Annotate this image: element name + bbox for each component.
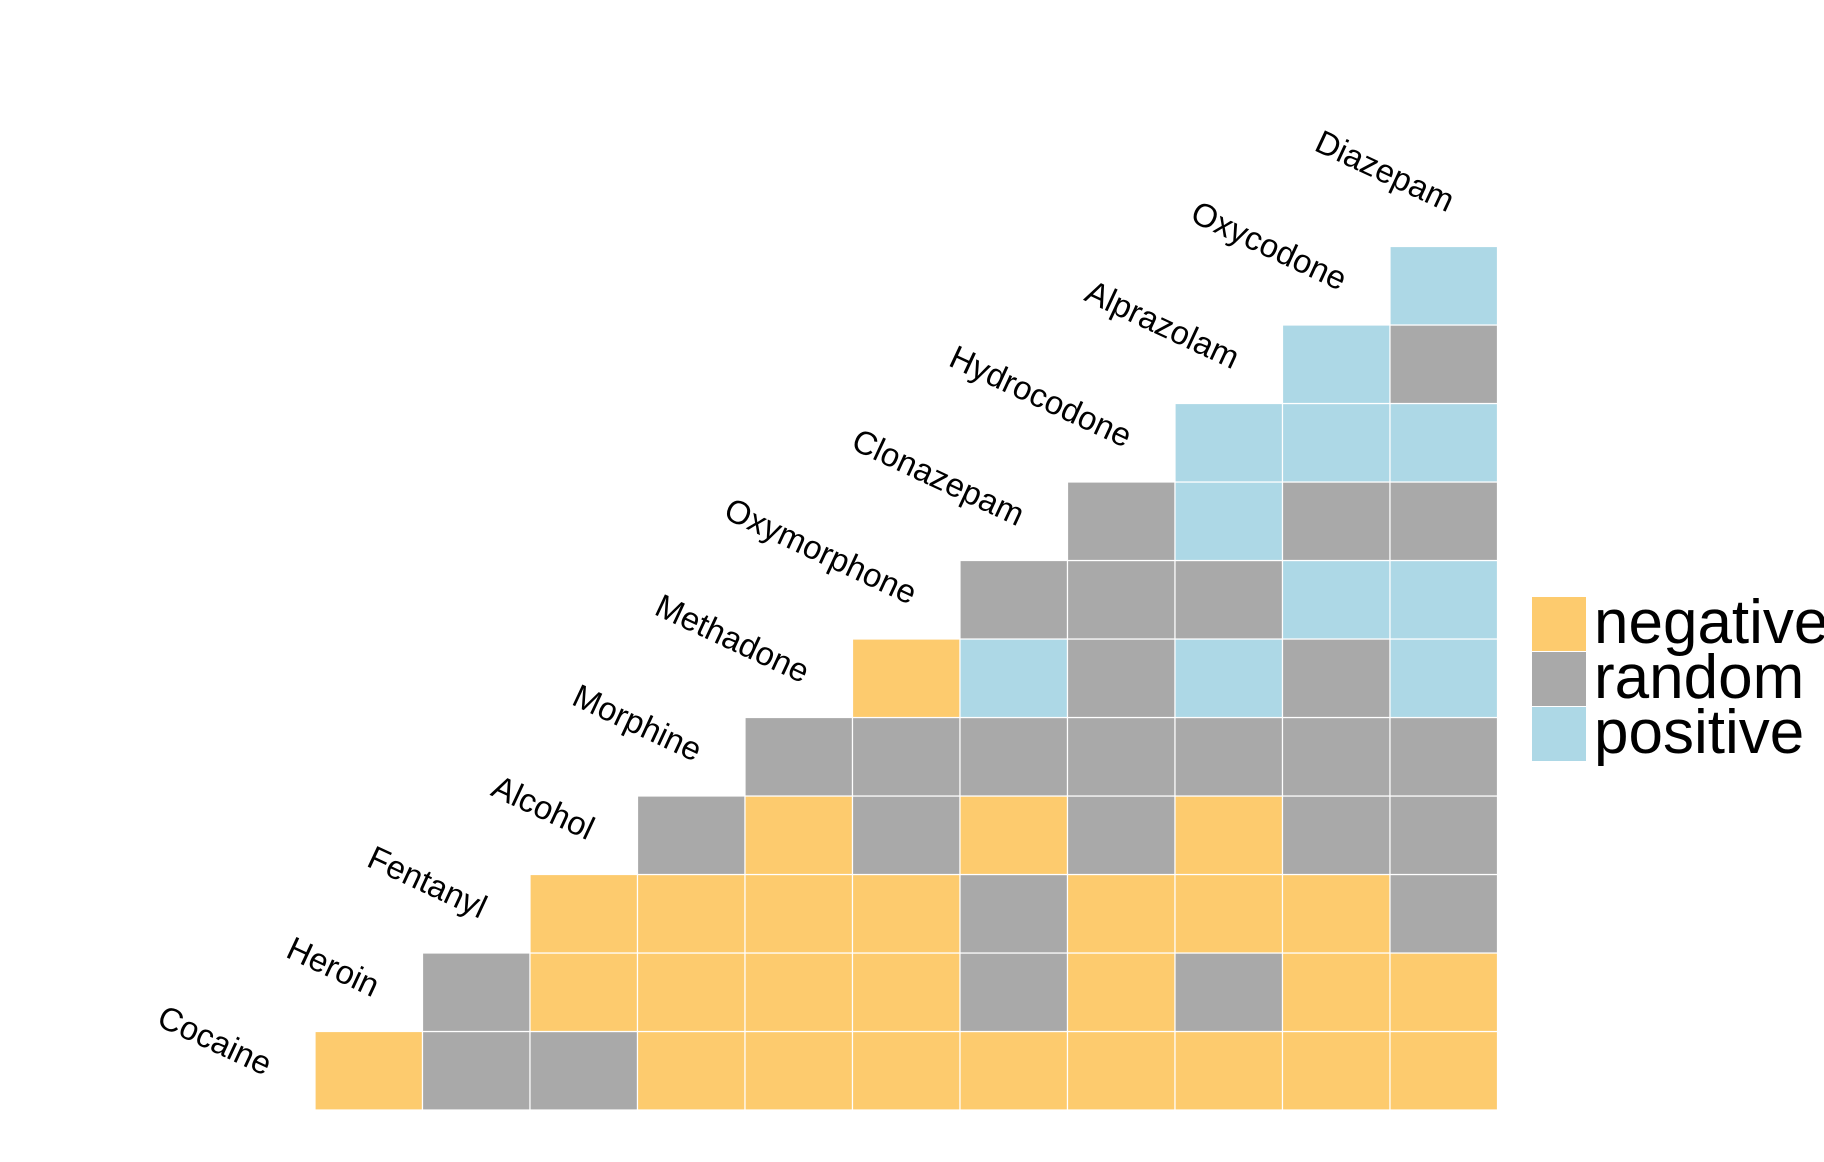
heatmap-cell-hydrocodone-diazepam	[1389, 402, 1499, 483]
heatmap-cell-alcohol-oxycodone	[1281, 795, 1391, 876]
heatmap-cell-heroin-diazepam	[1389, 952, 1499, 1033]
legend-label-negative: negative	[1594, 588, 1824, 657]
heatmap-cell-alcohol-clonazepam	[959, 795, 1069, 876]
heatmap-cell-oxymorphone-diazepam	[1389, 559, 1499, 640]
heatmap-cell-fentanyl-oxymorphone	[851, 873, 961, 954]
heatmap-cell-fentanyl-alprazolam	[1174, 873, 1284, 954]
heatmap-cell-alcohol-diazepam	[1389, 795, 1499, 876]
row-label-oxycodone: Oxycodone	[1186, 193, 1353, 297]
heatmap-cell-morphine-clonazepam	[959, 716, 1069, 797]
heatmap-cell-alprazolam-diazepam	[1389, 324, 1499, 405]
legend-label-positive: positive	[1594, 698, 1804, 767]
heatmap-cell-cocaine-fentanyl	[421, 1030, 531, 1111]
row-label-diazepam: Diazepam	[1310, 123, 1460, 219]
legend-swatch-negative	[1532, 597, 1586, 651]
heatmap-cell-morphine-diazepam	[1389, 716, 1499, 797]
heatmap-cell-heroin-clonazepam	[959, 952, 1069, 1033]
row-label-alcohol: Alcohol	[486, 768, 600, 847]
heatmap-cell-heroin-oxymorphone	[851, 952, 961, 1033]
heatmap-cell-heroin-oxycodone	[1281, 952, 1391, 1033]
heatmap-cell-morphine-oxycodone	[1281, 716, 1391, 797]
heatmap-cell-methadone-hydrocodone	[1066, 638, 1176, 719]
row-label-oxymorphone: Oxymorphone	[719, 490, 922, 611]
heatmap-cell-cocaine-alprazolam	[1174, 1030, 1284, 1111]
heatmap-cell-cocaine-oxycodone	[1281, 1030, 1391, 1111]
heatmap-cell-cocaine-oxymorphone	[851, 1030, 961, 1111]
heatmap-cell-fentanyl-hydrocodone	[1066, 873, 1176, 954]
heatmap-cell-alcohol-alprazolam	[1174, 795, 1284, 876]
legend-label-random: random	[1594, 643, 1804, 712]
heatmap-cell-fentanyl-morphine	[636, 873, 746, 954]
heatmap-cell-heroin-fentanyl	[421, 952, 531, 1033]
heatmap-cell-alcohol-methadone	[744, 795, 854, 876]
heatmap-cell-hydrocodone-alprazolam	[1174, 402, 1284, 483]
heatmap-cell-cocaine-methadone	[744, 1030, 854, 1111]
heatmap-cell-cocaine-morphine	[636, 1030, 746, 1111]
legend-swatch-random	[1532, 652, 1586, 706]
row-label-cocaine: Cocaine	[152, 998, 277, 1083]
heatmap-cell-methadone-diazepam	[1389, 638, 1499, 719]
heatmap-cell-fentanyl-clonazepam	[959, 873, 1069, 954]
heatmap-cell-alcohol-morphine	[636, 795, 746, 876]
heatmap-cell-cocaine-alcohol	[529, 1030, 639, 1111]
row-label-heroin: Heroin	[281, 929, 385, 1004]
heatmap-cell-oxycodone-diazepam	[1389, 245, 1499, 326]
heatmap-cell-morphine-hydrocodone	[1066, 716, 1176, 797]
heatmap-cell-cocaine-hydrocodone	[1066, 1030, 1176, 1111]
row-label-methadone: Methadone	[650, 587, 815, 690]
heatmap-cell-heroin-hydrocodone	[1066, 952, 1176, 1033]
heatmap-cell-methadone-alprazolam	[1174, 638, 1284, 719]
row-label-clonazepam: Clonazepam	[847, 421, 1031, 533]
heatmap-cell-methadone-clonazepam	[959, 638, 1069, 719]
heatmap-cell-methadone-oxymorphone	[851, 638, 961, 719]
heatmap-cell-heroin-alcohol	[529, 952, 639, 1033]
row-label-fentanyl: Fentanyl	[362, 838, 492, 925]
legend-swatch-positive	[1532, 707, 1586, 761]
heatmap-cell-alcohol-hydrocodone	[1066, 795, 1176, 876]
heatmap-cell-fentanyl-methadone	[744, 873, 854, 954]
heatmap-cell-fentanyl-oxycodone	[1281, 873, 1391, 954]
heatmap-cell-cocaine-diazepam	[1389, 1030, 1499, 1111]
heatmap-cell-fentanyl-diazepam	[1389, 873, 1499, 954]
heatmap-cell-cocaine-clonazepam	[959, 1030, 1069, 1111]
heatmap-cells	[314, 245, 1499, 1111]
row-label-hydrocodone: Hydrocodone	[944, 338, 1138, 454]
heatmap-cell-heroin-methadone	[744, 952, 854, 1033]
row-label-alprazolam: Alprazolam	[1080, 273, 1245, 376]
heatmap-cell-heroin-alprazolam	[1174, 952, 1284, 1033]
heatmap-cell-oxymorphone-oxycodone	[1281, 559, 1391, 640]
heatmap-cell-oxymorphone-alprazolam	[1174, 559, 1284, 640]
heatmap-cell-clonazepam-alprazolam	[1174, 481, 1284, 562]
heatmap-cell-oxymorphone-clonazepam	[959, 559, 1069, 640]
heatmap-cell-oxymorphone-hydrocodone	[1066, 559, 1176, 640]
heatmap-cell-cocaine-heroin	[314, 1030, 424, 1111]
heatmap-cell-heroin-morphine	[636, 952, 746, 1033]
heatmap-cell-alprazolam-oxycodone	[1281, 324, 1391, 405]
heatmap-cell-morphine-alprazolam	[1174, 716, 1284, 797]
row-label-morphine: Morphine	[567, 677, 707, 769]
heatmap-cell-clonazepam-hydrocodone	[1066, 481, 1176, 562]
heatmap-cell-morphine-oxymorphone	[851, 716, 961, 797]
heatmap-cell-alcohol-oxymorphone	[851, 795, 961, 876]
heatmap-cell-fentanyl-alcohol	[529, 873, 639, 954]
heatmap-cell-clonazepam-diazepam	[1389, 481, 1499, 562]
heatmap-cell-morphine-methadone	[744, 716, 854, 797]
heatmap-cell-methadone-oxycodone	[1281, 638, 1391, 719]
heatmap-cell-clonazepam-oxycodone	[1281, 481, 1391, 562]
heatmap-cell-hydrocodone-oxycodone	[1281, 402, 1391, 483]
